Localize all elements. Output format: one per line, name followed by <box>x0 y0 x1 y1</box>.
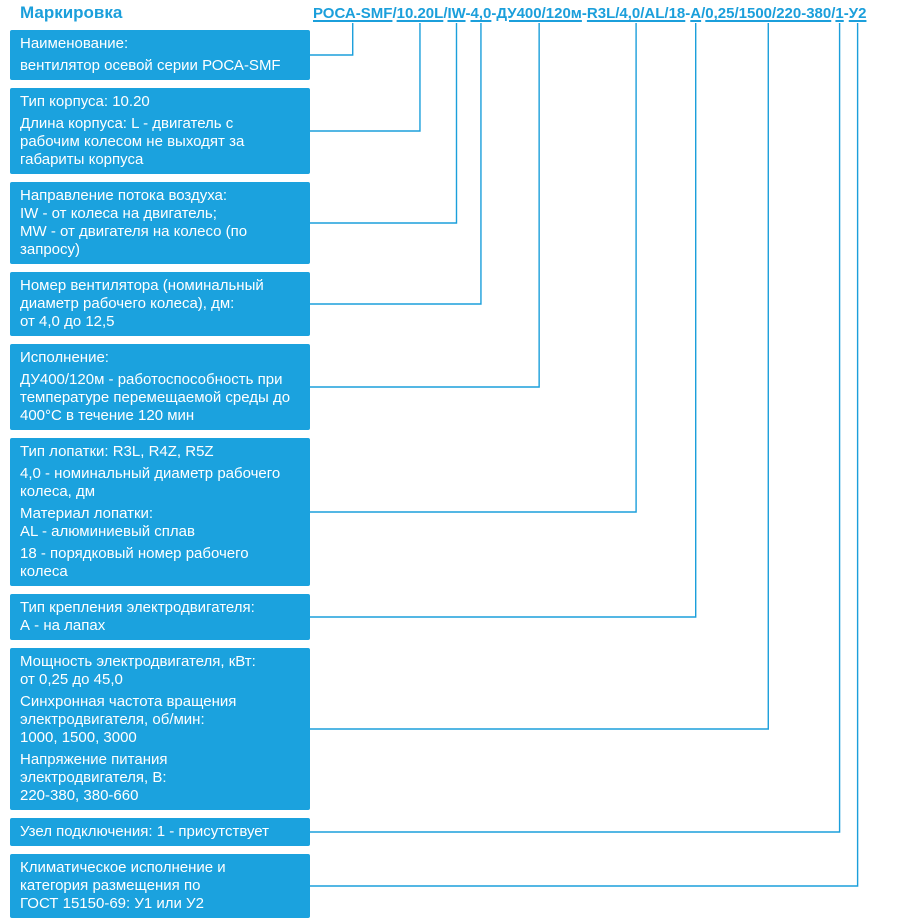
spec-text: Направление потока воздуха: IW - от коле… <box>20 187 248 258</box>
spec-box-airflow-direction: Направление потока воздуха: IW - от коле… <box>10 182 310 264</box>
code-separator: / <box>443 5 448 22</box>
code-segment-connection-unit: 1 <box>835 5 844 22</box>
spec-boxes: Наименование: вентилятор осевой серии РОС… <box>10 30 310 923</box>
page-title: Маркировка <box>20 3 123 22</box>
spec-box-housing-type: Тип корпуса: 10.20 Длина корпуса: L - дви… <box>10 88 310 174</box>
code-separator: / <box>831 5 836 22</box>
connector-line-motor-power <box>310 23 769 730</box>
code-segment-design: ДУ400/120м <box>496 5 582 22</box>
code-segment-fan-number: 4,0 <box>470 5 492 22</box>
code-separator: - <box>843 5 849 22</box>
spec-text: Тип корпуса: 10.20 <box>20 93 150 110</box>
spec-text: вентилятор осевой серии РОСА-SMF <box>20 57 281 74</box>
connector-line-design <box>310 23 540 388</box>
code-segment-housing-type: 10.20L <box>396 5 444 22</box>
spec-text: 18 - порядковый номер рабочего колеса <box>20 545 249 580</box>
spec-box-motor-power: Мощность электродвигателя, кВт: от 0,25 … <box>10 648 310 810</box>
spec-box-climatic: Климатическое исполнение и категория раз… <box>10 854 310 918</box>
code-separator: - <box>491 5 497 22</box>
connector-line-blade-type <box>310 23 637 513</box>
spec-text: 4,0 - номинальный диаметр рабочего колес… <box>20 465 281 500</box>
spec-text: Исполнение: <box>20 349 109 366</box>
connector-line-connection-unit <box>310 23 841 833</box>
spec-text: Мощность электродвигателя, кВт: от 0,25 … <box>20 653 256 688</box>
spec-box-blade-type: Тип лопатки: R3L, R4Z, R5Z 4,0 - номиналь… <box>10 438 310 586</box>
code-separator: - <box>465 5 471 22</box>
code-segment-motor-power: 0,25/1500/220-380 <box>705 5 832 22</box>
spec-text: Напряжение питания электродвигателя, В: … <box>20 751 168 804</box>
code-separator: - <box>685 5 691 22</box>
spec-box-fan-number: Номер вентилятора (номинальный диаметр р… <box>10 272 310 336</box>
spec-text: Длина корпуса: L - двигатель с рабочим к… <box>20 115 245 168</box>
code-separator: / <box>392 5 397 22</box>
connector-line-fan-number <box>310 23 482 305</box>
spec-text: Климатическое исполнение и категория раз… <box>20 859 226 912</box>
spec-text: Узел подключения: 1 - присутствует <box>20 823 270 840</box>
code-segment-climatic: У2 <box>848 5 867 22</box>
spec-text: Материал лопатки: AL - алюминиевый сплав <box>20 505 195 540</box>
spec-box-motor-mounting: Тип крепления электродвигателя: А - на л… <box>10 594 310 640</box>
product-code: РОСА-SMF/10.20L/IW-4,0-ДУ400/120м-R3L/4,… <box>313 4 866 24</box>
spec-box-connection-unit: Узел подключения: 1 - присутствует <box>10 818 310 846</box>
spec-text: Наименование: <box>20 35 129 52</box>
code-segment-blade-type: R3L/4,0/AL/18 <box>586 5 686 22</box>
code-segment-motor-mounting: А <box>690 5 702 22</box>
connector-line-airflow-direction <box>310 23 458 224</box>
connector-line-climatic <box>310 23 859 887</box>
spec-text: Номер вентилятора (номинальный диаметр р… <box>20 277 264 330</box>
code-segment-airflow-direction: IW <box>447 5 466 22</box>
connector-line-housing-type <box>310 23 421 132</box>
code-segment-name: РОСА-SMF <box>313 5 393 22</box>
spec-text: Синхронная частота вращения электродвига… <box>20 693 237 746</box>
spec-box-name: Наименование: вентилятор осевой серии РОС… <box>10 30 310 80</box>
connector-line-name <box>310 23 354 56</box>
spec-text: ДУ400/120м - работоспособность при темпе… <box>20 371 291 424</box>
spec-box-design: Исполнение: ДУ400/120м - работоспособност… <box>10 344 310 430</box>
spec-text: Тип крепления электродвигателя: А - на л… <box>20 599 255 634</box>
code-separator: - <box>581 5 587 22</box>
connector-line-motor-mounting <box>310 23 697 618</box>
spec-text: Тип лопатки: R3L, R4Z, R5Z <box>20 443 214 460</box>
code-separator: / <box>701 5 706 22</box>
